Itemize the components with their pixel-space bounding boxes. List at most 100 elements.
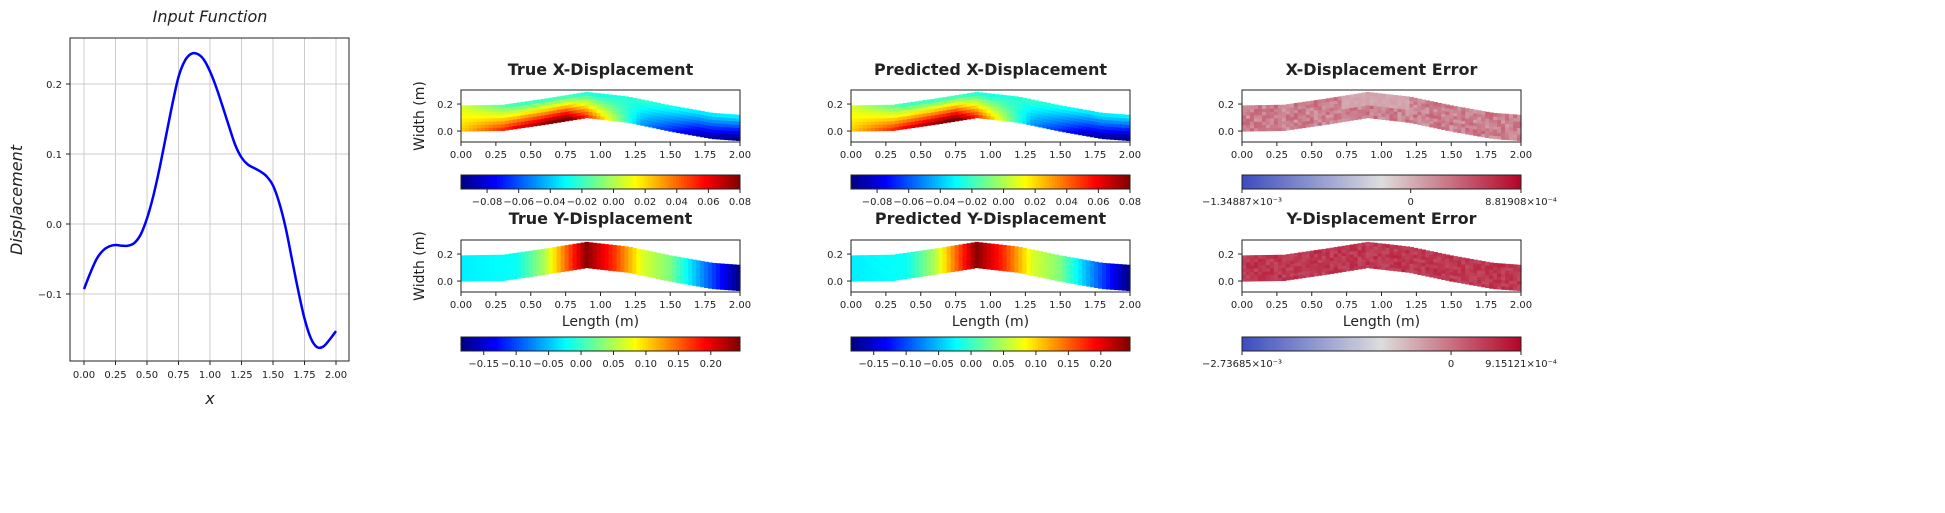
heatmap-cell <box>708 131 713 136</box>
heatmap-cell <box>938 120 944 124</box>
heatmap-cell <box>668 268 673 273</box>
colorbar-tick-label: 0.08 <box>729 197 751 208</box>
heatmap-cell <box>1517 121 1522 125</box>
colorbar-segment <box>592 337 596 351</box>
heatmap-cell <box>700 283 705 288</box>
heatmap-cell <box>1513 274 1518 278</box>
heatmap-cell <box>464 258 470 263</box>
colorbar-segment <box>892 337 897 351</box>
heatmap-cell <box>1265 104 1271 109</box>
heatmap-cell <box>708 134 713 139</box>
heatmap-cell <box>922 103 928 108</box>
heatmap-cell <box>1026 261 1031 266</box>
heatmap-cell <box>488 104 494 109</box>
heatmap-cell <box>540 114 546 119</box>
heatmap-cell <box>926 121 932 126</box>
heatmap-cell <box>1493 125 1498 130</box>
heatmap-cell <box>1054 114 1059 118</box>
heatmap-cell <box>556 106 562 110</box>
colorbar-segment <box>547 337 551 351</box>
heatmap-cell <box>1066 113 1071 118</box>
heatmap-cell <box>492 120 498 125</box>
heatmap-cell <box>616 261 622 266</box>
colorbar-segment <box>580 337 585 351</box>
heatmap-cell <box>1038 254 1043 259</box>
heatmap-cell <box>584 91 590 96</box>
heatmap-cell <box>524 110 530 115</box>
heatmap-cell <box>1026 258 1031 263</box>
colorbar-segment <box>884 337 888 351</box>
colorbar-segment <box>870 337 874 351</box>
heatmap-cell <box>1277 114 1283 119</box>
colorbar-segment <box>1356 175 1360 189</box>
colorbar-segment <box>620 337 624 351</box>
heatmap-cell <box>1002 264 1008 269</box>
heatmap-cell <box>592 99 598 104</box>
heatmap-cell <box>1501 276 1506 281</box>
heatmap-cell <box>1014 112 1019 117</box>
heatmap-cell <box>616 117 622 122</box>
colorbar-segment <box>1090 337 1095 351</box>
heatmap-cell <box>1413 117 1418 121</box>
colorbar-segment <box>1465 337 1469 351</box>
heatmap-cell <box>564 114 570 119</box>
colorbar-segment <box>1389 175 1394 189</box>
heatmap-cell <box>1030 265 1035 270</box>
heatmap-cell <box>700 267 705 272</box>
heatmap-cell <box>902 256 908 260</box>
colorbar-segment <box>580 175 585 189</box>
y-axis-label: Width (m) <box>412 81 428 151</box>
heatmap-cell <box>724 113 729 118</box>
heatmap-cell <box>512 106 518 110</box>
heatmap-cell <box>1377 109 1383 114</box>
colorbar-segment <box>720 337 724 351</box>
colorbar-segment <box>881 337 885 351</box>
colorbar-segment <box>1512 175 1516 189</box>
heatmap-cell <box>974 257 980 262</box>
heatmap-cell <box>1285 270 1291 274</box>
heatmap-cell <box>1106 126 1111 130</box>
heatmap-cell <box>556 265 562 270</box>
colorbar-segment <box>558 337 562 351</box>
heatmap-cell <box>516 115 522 120</box>
heatmap-cell <box>652 124 657 129</box>
heatmap-cell <box>1337 112 1343 117</box>
x-tick-label: 0.25 <box>485 150 507 161</box>
heatmap-cell <box>950 98 956 103</box>
heatmap-cell <box>890 273 896 278</box>
heatmap-cell <box>1509 286 1514 291</box>
heatmap-cell <box>1349 110 1355 115</box>
colorbar-segment <box>876 337 880 351</box>
heatmap-cell <box>890 111 896 115</box>
heatmap-cell <box>1293 265 1299 270</box>
heatmap-cell <box>1289 106 1295 111</box>
heatmap-cell <box>1050 266 1055 271</box>
colorbar-segment <box>1378 337 1382 351</box>
heatmap-cell <box>1401 255 1407 260</box>
colorbar-segment <box>706 337 710 351</box>
heatmap-cell <box>1281 267 1287 272</box>
colorbar-segment <box>1088 337 1092 351</box>
heatmap-cell <box>1365 254 1371 259</box>
heatmap-cell <box>1002 117 1008 122</box>
heatmap-cell <box>1090 277 1095 281</box>
colorbar-segment <box>895 175 899 189</box>
heatmap-cell <box>700 111 705 115</box>
heatmap-cell <box>668 274 673 279</box>
heatmap-cell <box>1086 269 1091 274</box>
heatmap-cell <box>1242 111 1247 116</box>
heatmap-cell <box>676 129 681 134</box>
heatmap-cell <box>1353 256 1359 261</box>
heatmap-cell <box>1409 116 1414 121</box>
heatmap-cell <box>1325 98 1331 103</box>
heatmap-cell <box>572 116 578 121</box>
colorbar-segment <box>1116 337 1120 351</box>
colorbar-segment <box>561 175 565 189</box>
heatmap-cell <box>532 109 538 114</box>
colorbar-segment <box>1325 175 1329 189</box>
heatmap-cell <box>624 109 629 114</box>
heatmap-cell <box>524 273 530 278</box>
heatmap-cell <box>680 263 685 268</box>
heatmap-cell <box>1309 123 1315 127</box>
heatmap-cell <box>1473 278 1478 283</box>
